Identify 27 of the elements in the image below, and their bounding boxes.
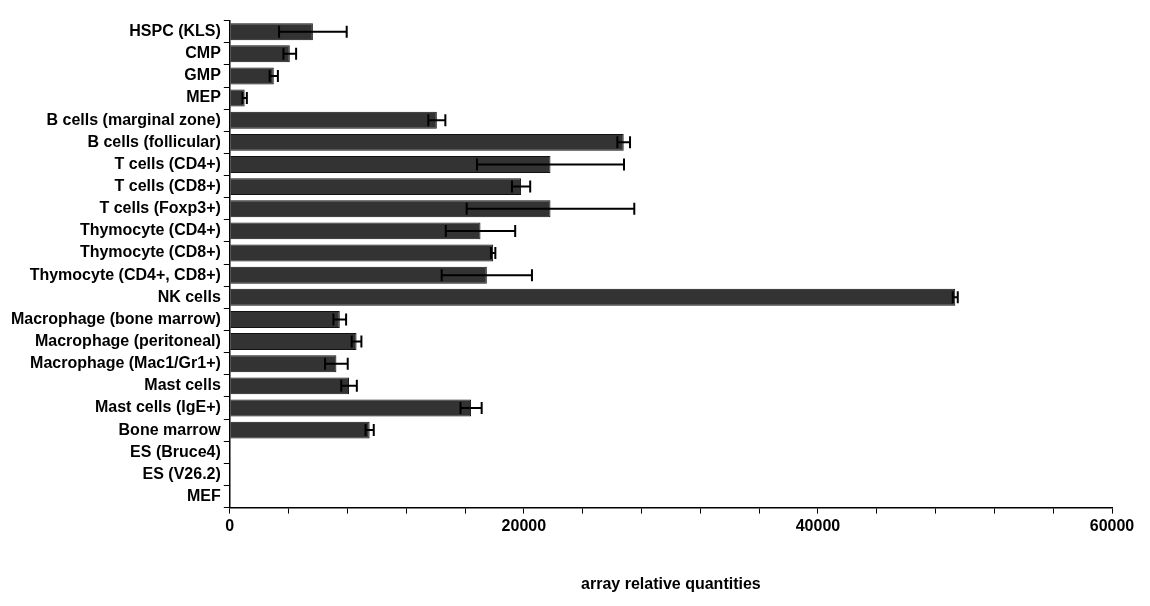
y-tick-label: Thymocyte (CD8+) <box>79 243 221 261</box>
y-tick-label: Thymocyte (CD4+, CD8+) <box>29 265 221 283</box>
y-tick-label: HSPC (KLS) <box>129 22 221 40</box>
y-tick-label: MEP <box>186 88 222 106</box>
x-tick-label: 0 <box>225 516 235 534</box>
y-tick-label: Mast cells <box>144 376 221 394</box>
y-tick-label: Mast cells (IgE+) <box>94 398 221 416</box>
x-tick-label: 20000 <box>501 516 547 534</box>
y-tick-label: ES (V26.2) <box>142 464 221 482</box>
x-tick-label: 40000 <box>795 516 841 534</box>
y-tick-label: Macrophage (peritoneal) <box>34 331 221 349</box>
y-tick-label: CMP <box>185 44 222 62</box>
y-tick-label: Macrophage (Mac1/Gr1+) <box>30 354 221 372</box>
y-tick-label: T cells (CD8+) <box>114 177 221 195</box>
y-tick-label: MEF <box>187 486 222 504</box>
x-axis-title: array relative quantities <box>581 574 761 592</box>
y-tick-label: GMP <box>184 66 222 84</box>
y-tick-label: Thymocyte (CD4+) <box>79 221 221 239</box>
y-tick-label: B cells (marginal zone) <box>46 110 221 128</box>
y-tick-label: ES (Bruce4) <box>130 442 221 460</box>
y-tick-label: T cells (Foxp3+) <box>99 199 221 217</box>
y-tick-label: Macrophage (bone marrow) <box>10 309 221 327</box>
y-tick-label: B cells (follicular) <box>87 132 221 150</box>
y-tick-label: NK cells <box>157 287 221 305</box>
y-tick-label: T cells (CD4+) <box>114 154 221 172</box>
x-tick-label: 60000 <box>1089 516 1135 534</box>
y-tick-label: Bone marrow <box>118 420 222 438</box>
